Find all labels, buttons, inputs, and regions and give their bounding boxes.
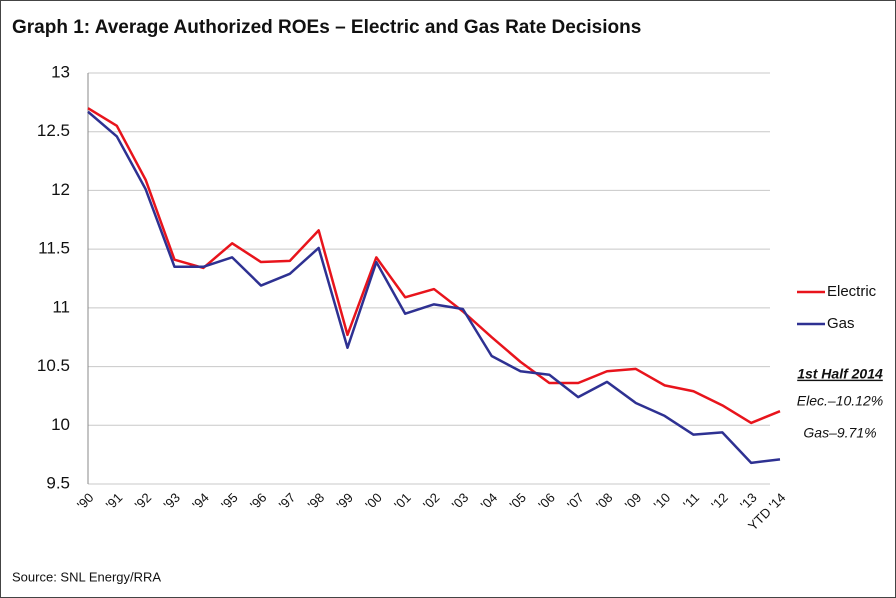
y-tick-label: 10.5	[37, 356, 70, 375]
y-tick-label: 11.5	[38, 239, 70, 258]
legend-label: Gas	[827, 315, 855, 332]
y-tick-label: 13	[51, 62, 70, 81]
y-tick-label: 9.5	[46, 473, 70, 492]
annotation: Elec.–10.12%	[797, 393, 883, 409]
y-tick-label: 10	[51, 415, 70, 434]
y-tick-label: 12	[51, 180, 70, 199]
y-tick-label: 11	[52, 297, 70, 316]
legend-label: Electric	[827, 283, 877, 300]
chart-title: Graph 1: Average Authorized ROEs – Elect…	[12, 17, 641, 38]
annotation-title: 1st Half 2014	[797, 366, 883, 382]
source: Source: SNL Energy/RRA	[12, 569, 161, 584]
line	[87, 110, 781, 465]
annotation: Gas–9.71%	[803, 425, 876, 441]
y-tick-label: 12.5	[37, 121, 70, 140]
